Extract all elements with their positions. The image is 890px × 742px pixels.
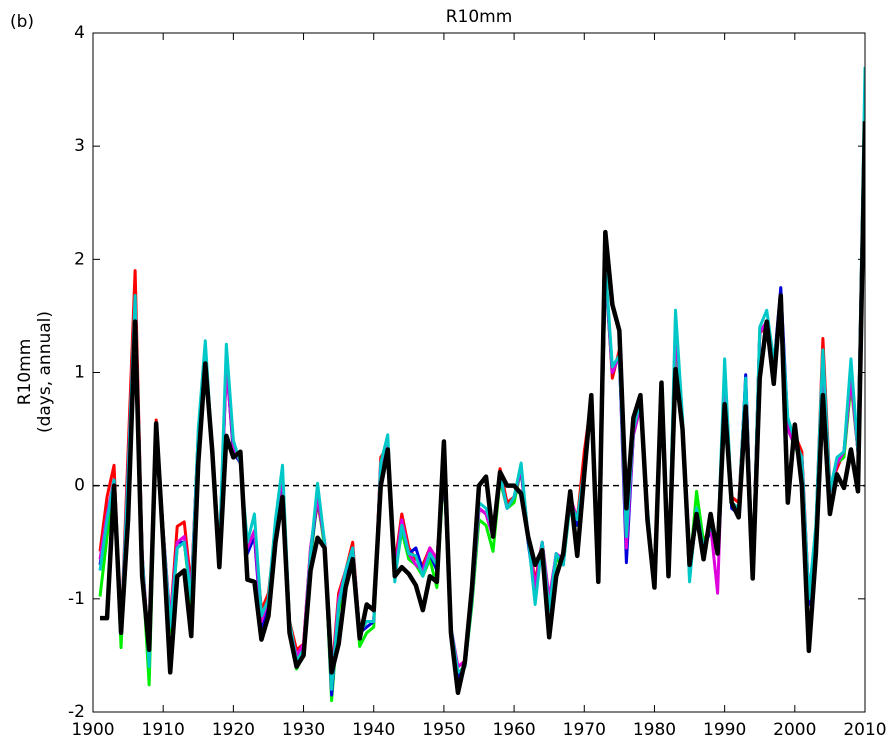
series-line bbox=[98, 66, 865, 691]
y-tick-label: 1 bbox=[74, 363, 85, 383]
y-axis-label: R10mm (days, annual) bbox=[15, 311, 55, 433]
x-tick-label: 1980 bbox=[633, 720, 676, 740]
y-tick-label: -2 bbox=[68, 702, 85, 722]
y-tick-label: 0 bbox=[74, 476, 85, 496]
chart-title: R10mm bbox=[446, 7, 513, 27]
x-tick-label: 1960 bbox=[492, 720, 535, 740]
x-tick-label: 1970 bbox=[563, 720, 606, 740]
x-tick-label: 1950 bbox=[422, 720, 465, 740]
y-tick-label: 3 bbox=[74, 136, 85, 156]
series-line bbox=[98, 89, 865, 680]
x-tick-label: 2010 bbox=[843, 720, 886, 740]
series-line bbox=[100, 121, 865, 696]
x-tick-label: 1990 bbox=[703, 720, 746, 740]
y-axis-label-line: (days, annual) bbox=[35, 311, 55, 433]
x-tick-label: 1900 bbox=[71, 720, 114, 740]
plot-frame bbox=[92, 32, 866, 713]
y-tick-label: -1 bbox=[68, 589, 85, 609]
y-tick-label: 4 bbox=[74, 23, 85, 43]
x-tick-label: 1920 bbox=[212, 720, 255, 740]
x-tick-label: 1930 bbox=[282, 720, 325, 740]
series-line bbox=[98, 89, 865, 686]
x-tick-label: 1940 bbox=[352, 720, 395, 740]
series-line bbox=[98, 89, 865, 697]
series-line bbox=[98, 100, 865, 703]
panel-label: (b) bbox=[10, 12, 34, 32]
x-tick-label: 2000 bbox=[773, 720, 816, 740]
x-tick-label: 1910 bbox=[142, 720, 185, 740]
y-tick-label: 2 bbox=[74, 249, 85, 269]
y-axis-label-line: R10mm bbox=[15, 339, 35, 406]
